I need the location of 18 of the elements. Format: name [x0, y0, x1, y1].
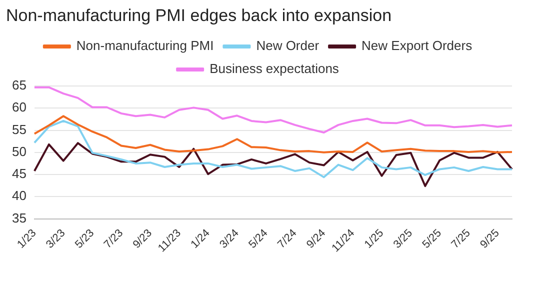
- x-tick-label: 7/24: [276, 227, 300, 251]
- x-tick-label: 7/23: [102, 227, 126, 251]
- y-tick-label: 50: [12, 144, 26, 159]
- x-tick-label: 3/23: [44, 227, 68, 251]
- x-tick-label: 7/25: [449, 227, 473, 251]
- y-tick-label: 60: [12, 100, 26, 115]
- y-tick-label: 40: [12, 188, 26, 204]
- y-tick-label: 45: [12, 166, 26, 182]
- legend-label: Non-manufacturing PMI: [76, 38, 214, 54]
- y-tick-label: 65: [12, 78, 26, 93]
- y-tick-label: 55: [12, 122, 26, 137]
- legend-label: Business expectations: [210, 61, 340, 76]
- legend-label: New Export Orders: [362, 38, 473, 54]
- legend-label: New Order: [256, 38, 320, 54]
- x-tick-label: 9/25: [478, 227, 502, 251]
- chart-title: Non-manufacturing PMI edges back into expansion: [6, 6, 392, 26]
- x-tick-label: 1/23: [15, 227, 39, 251]
- y-tick-label: 35: [12, 210, 26, 226]
